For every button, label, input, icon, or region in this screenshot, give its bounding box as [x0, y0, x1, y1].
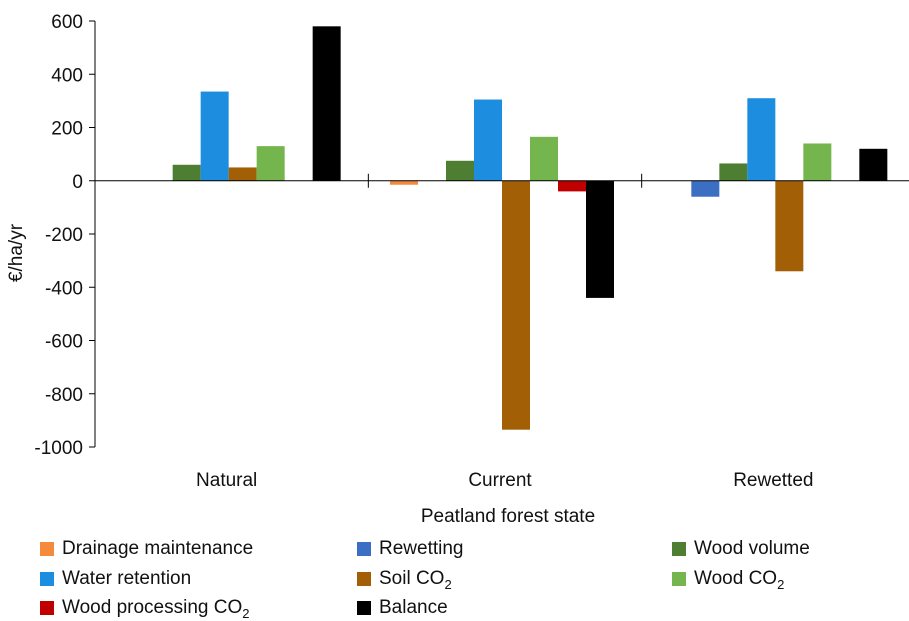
bar-chart: 600 400 200 0 -200 -400 -600 -800 -1000 Natural C… — [6, 12, 909, 527]
y-axis: 600 400 200 0 -200 -400 -600 -800 -1000 — [34, 12, 96, 459]
bar — [586, 180, 614, 298]
legend-swatch — [40, 542, 54, 556]
legend-item: Wood volume — [672, 538, 810, 560]
x-tick-label: Rewetted — [733, 470, 813, 491]
bar — [172, 164, 201, 181]
y-tick-label: -800 — [45, 385, 83, 406]
legend-label: Wood CO — [694, 568, 778, 589]
y-tick-label: -1000 — [34, 438, 83, 459]
legend-swatch — [40, 572, 54, 586]
x-tick-label: Natural — [196, 470, 257, 491]
legend-label: Drainage maintenance — [62, 538, 254, 559]
bar — [530, 136, 558, 181]
legend-swatch — [357, 601, 371, 615]
bar — [719, 163, 748, 181]
legend-label-subscript: 2 — [444, 576, 452, 592]
bar — [312, 26, 341, 181]
bar — [200, 91, 229, 181]
y-tick-label: -600 — [45, 332, 83, 353]
bar — [859, 148, 888, 181]
legend-swatch — [357, 542, 371, 556]
legend-label-subscript: 2 — [777, 576, 785, 592]
bar — [446, 160, 474, 181]
bar — [502, 180, 530, 430]
bar — [558, 180, 586, 192]
bar — [390, 180, 418, 185]
legend-item: Soil CO 2 — [357, 568, 452, 592]
bar — [747, 98, 776, 181]
legend-swatch — [357, 572, 371, 586]
bar — [691, 180, 720, 197]
y-tick-label: 400 — [51, 65, 83, 86]
x-tick-label: Current — [468, 470, 532, 491]
bar — [775, 180, 804, 272]
y-axis-label: €/ha/yr — [6, 223, 27, 282]
legend-label: Soil CO — [379, 568, 445, 589]
y-tick-label: 600 — [51, 12, 83, 33]
y-tick-label: -400 — [45, 278, 83, 299]
bar — [803, 143, 832, 181]
y-tick-label: 0 — [72, 172, 83, 193]
y-tick-label: 200 — [51, 119, 83, 140]
legend-item: Wood CO 2 — [672, 568, 785, 592]
x-axis: Natural Current Rewetted — [95, 173, 909, 491]
legend-item: Wood processing CO 2 — [40, 597, 250, 621]
bars — [172, 26, 888, 430]
bar — [474, 99, 502, 181]
legend-label: Rewetting — [379, 538, 464, 559]
bar — [256, 146, 285, 181]
x-axis-label: Peatland forest state — [421, 506, 595, 527]
legend-item: Balance — [357, 597, 448, 619]
legend-item: Water retention — [40, 568, 191, 590]
legend-swatch — [40, 601, 54, 615]
legend-item: Rewetting — [357, 538, 464, 560]
y-tick-label: -200 — [45, 225, 83, 246]
legend-label: Water retention — [62, 568, 192, 589]
legend-label: Wood volume — [694, 538, 810, 559]
legend-swatch — [672, 572, 686, 586]
bar — [228, 167, 257, 181]
legend-label-subscript: 2 — [242, 605, 250, 621]
legend-label: Wood processing CO — [62, 597, 243, 618]
legend-item: Drainage maintenance — [40, 538, 253, 560]
legend-label: Balance — [379, 597, 448, 618]
legend-swatch — [672, 542, 686, 556]
